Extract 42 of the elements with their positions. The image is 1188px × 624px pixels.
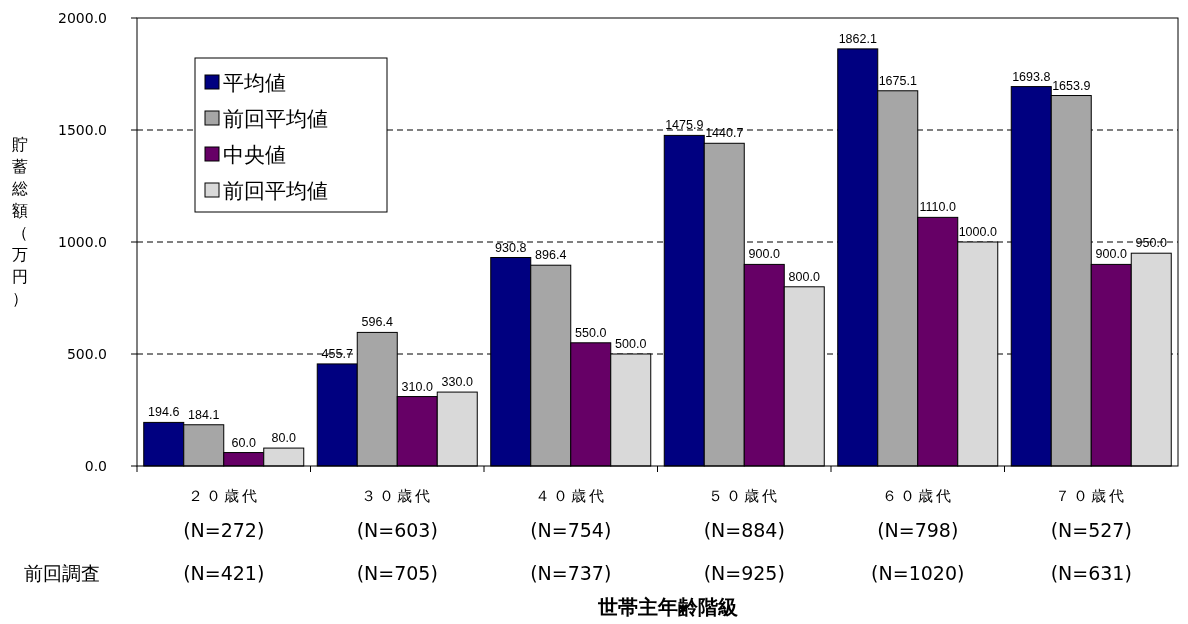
legend-label: 前回平均値: [223, 179, 328, 203]
data-label: 184.1: [188, 407, 220, 422]
data-label: 1862.1: [838, 31, 877, 46]
x-axis-title: 世帯主年齢階級: [596, 595, 738, 619]
data-label: 500.0: [615, 337, 647, 351]
x-tick-label: ４０歳代 (N=754) (N=737): [530, 487, 612, 584]
x-tick-label: ５０歳代 (N=884) (N=925): [703, 487, 785, 584]
data-label: 455.7: [321, 346, 353, 361]
data-label: 550.0: [575, 325, 607, 340]
x-tick-label: ７０歳代 (N=527) (N=631): [1050, 487, 1132, 584]
data-label: 1475.9: [665, 118, 704, 133]
data-label: 194.6: [148, 405, 180, 420]
data-label: 1110.0: [919, 200, 956, 215]
data-label: 1693.8: [1012, 69, 1051, 84]
data-label: 950.0: [1135, 236, 1167, 251]
data-label: 60.0: [231, 435, 256, 450]
legend-label: 平均値: [223, 71, 286, 95]
y-tick-label: 0.0: [84, 458, 107, 474]
data-label: 596.4: [361, 315, 393, 330]
legend-label: 中央値: [223, 143, 286, 167]
x-tick-label: ３０歳代 (N=603) (N=705): [356, 487, 438, 584]
data-label: 896.4: [535, 248, 567, 263]
text: 前回調査: [24, 562, 100, 584]
legend-label: 前回平均値: [223, 107, 328, 131]
y-tick-label: 2000.0: [58, 10, 107, 26]
data-label: 1675.1: [878, 73, 917, 88]
x-tick-label: ６０歳代 (N=798) (N=1020): [871, 487, 965, 584]
data-label: 900.0: [748, 247, 780, 262]
data-label: 80.0: [271, 431, 296, 446]
data-label: 1440.7: [705, 126, 744, 141]
y-tick-label: 1000.0: [58, 234, 107, 250]
y-tick-label: 500.0: [66, 346, 107, 362]
y-tick-label: 1500.0: [58, 122, 107, 138]
data-label: 1653.9: [1052, 78, 1091, 93]
data-label: 1000.0: [958, 225, 997, 239]
data-label: 930.8: [495, 240, 527, 255]
data-label: 310.0: [401, 379, 433, 394]
x-tick-label: ２０歳代 (N=272) (N=421): [183, 487, 265, 584]
data-label: 900.0: [1095, 247, 1127, 262]
y-axis-title: 貯蓄総額（万円）: [11, 135, 28, 308]
data-label: 800.0: [788, 269, 820, 284]
data-label: 330.0: [441, 375, 473, 390]
